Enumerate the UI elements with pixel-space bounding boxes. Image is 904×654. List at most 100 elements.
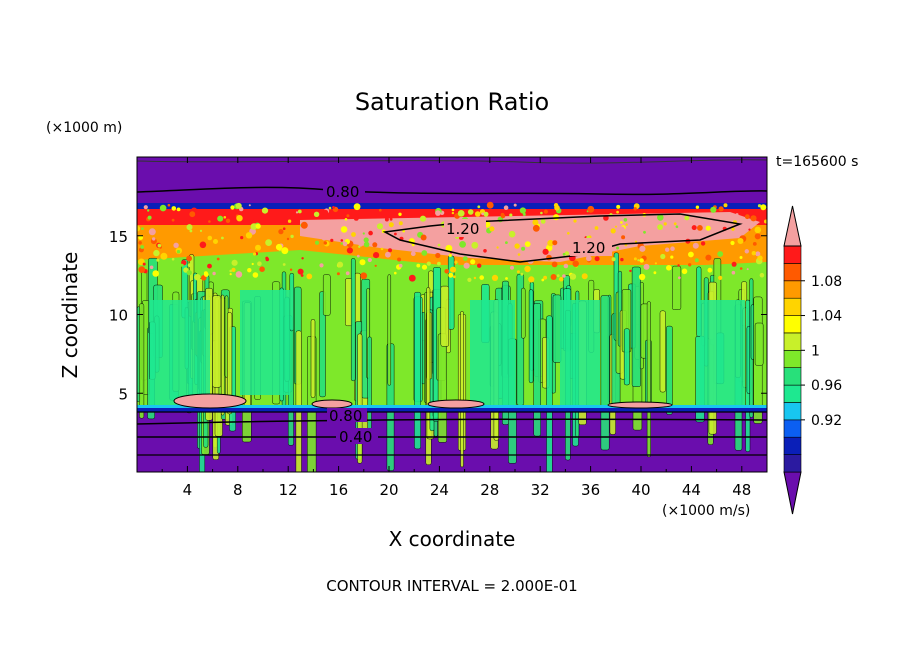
- speckle-dot: [467, 277, 472, 282]
- x-tick-label: 28: [480, 481, 499, 499]
- colorbar-min-arrow: [783, 471, 802, 515]
- speckle-dot: [463, 262, 470, 269]
- convective-column: [414, 291, 421, 450]
- speckle-dot: [619, 226, 625, 232]
- speckle-dot: [138, 235, 144, 241]
- speckle-dot: [451, 208, 455, 212]
- speckle-dot: [491, 274, 499, 281]
- speckle-dot: [244, 257, 247, 261]
- speckle-dot: [628, 222, 632, 226]
- speckle-dot: [633, 257, 637, 261]
- speckle-dot: [346, 214, 350, 218]
- speckle-dot: [637, 259, 640, 262]
- speckle-dot: [257, 261, 262, 267]
- speckle-dot: [330, 238, 334, 242]
- layer-top-dry: [137, 157, 767, 207]
- speckle-dot: [435, 210, 441, 216]
- speckle-dot: [705, 254, 712, 261]
- x-tick-label: 44: [682, 481, 701, 499]
- speckle-dot: [356, 254, 360, 258]
- convective-column: [460, 310, 464, 468]
- x-tick-label: 40: [631, 481, 650, 499]
- convective-column: [212, 295, 222, 388]
- speckle-dot: [581, 273, 588, 280]
- speckle-dot: [282, 263, 286, 266]
- colorbar-swatch: [783, 297, 802, 316]
- speckle-dot: [380, 247, 384, 251]
- speckle-dot: [633, 207, 637, 211]
- speckle-dot: [286, 237, 290, 241]
- speckle-dot: [252, 272, 259, 278]
- speckle-dot: [362, 232, 365, 235]
- speckle-dot: [731, 270, 736, 275]
- speckle-dot: [694, 258, 699, 263]
- speckle-dot: [297, 209, 302, 214]
- colorbar-label: 1.04: [811, 309, 842, 325]
- speckle-dot: [194, 274, 201, 281]
- speckle-dot: [287, 251, 292, 256]
- speckle-dot: [363, 237, 369, 243]
- speckle-dot: [255, 223, 261, 229]
- convective-column: [546, 315, 553, 472]
- speckle-dot: [594, 226, 599, 230]
- speckle-dot: [660, 253, 666, 260]
- convective-column: [387, 274, 392, 386]
- speckle-dot: [467, 209, 474, 215]
- speckle-dot: [562, 252, 566, 256]
- speckle-dot: [621, 235, 626, 240]
- speckle-dot: [243, 270, 247, 273]
- speckle-dot: [411, 243, 415, 247]
- speckle-dot: [398, 263, 403, 268]
- speckle-dot: [140, 218, 143, 221]
- speckle-dot: [319, 263, 324, 268]
- base-lump: [427, 399, 485, 409]
- speckle-dot: [367, 257, 372, 263]
- speckle-dot: [657, 224, 663, 231]
- speckle-dot: [684, 215, 690, 221]
- speckle-dot: [532, 224, 540, 232]
- speckle-dot: [623, 218, 628, 222]
- speckle-dot: [735, 213, 739, 216]
- convective-column: [659, 310, 666, 393]
- time-label: t=165600 s: [776, 154, 859, 170]
- speckle-dot: [323, 241, 327, 245]
- speckle-dot: [408, 274, 416, 282]
- speckle-dot: [615, 225, 617, 228]
- speckle-dot: [755, 251, 761, 257]
- speckle-dot: [470, 259, 476, 265]
- y-tick-label: 10: [109, 307, 128, 325]
- speckle-dot: [688, 251, 694, 258]
- speckle-dot: [437, 261, 441, 266]
- contour-label: 0.80: [326, 183, 359, 201]
- speckle-dot: [643, 263, 650, 270]
- convective-column: [440, 285, 450, 347]
- speckle-dot: [137, 225, 141, 232]
- x-tick-label: 20: [379, 481, 398, 499]
- speckle-dot: [681, 268, 688, 275]
- speckle-dot: [517, 253, 521, 256]
- speckle-dot: [158, 216, 165, 223]
- speckle-dot: [503, 205, 509, 210]
- speckle-dot: [500, 212, 505, 217]
- speckle-dot: [321, 235, 327, 241]
- colorbar-swatch: [783, 263, 802, 282]
- speckle-dot: [509, 213, 513, 217]
- plot-area: [137, 157, 767, 472]
- speckle-dot: [376, 223, 384, 230]
- speckle-dot: [449, 266, 457, 273]
- speckle-dot: [528, 276, 535, 283]
- speckle-dot: [275, 243, 283, 251]
- colorbar-label: 1.08: [811, 274, 842, 290]
- speckle-dot: [481, 212, 485, 216]
- contour-label-bg: [323, 182, 365, 200]
- speckle-dot: [746, 268, 749, 271]
- speckle-dot: [281, 247, 289, 255]
- speckle-dot: [697, 225, 703, 231]
- speckle-dot: [251, 262, 254, 266]
- colorbar-label: 0.92: [811, 413, 842, 429]
- contour-label: 0.40: [339, 428, 372, 446]
- speckle-dot: [437, 243, 441, 247]
- speckle-dot: [752, 242, 757, 246]
- speckle-dot: [394, 271, 397, 275]
- speckle-dot: [559, 276, 564, 282]
